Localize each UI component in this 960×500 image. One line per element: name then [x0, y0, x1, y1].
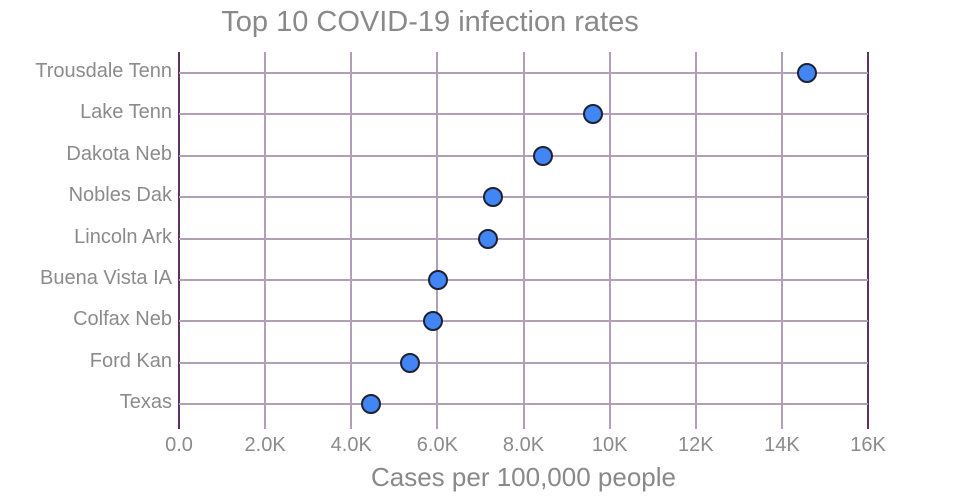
y-gridline	[179, 71, 868, 74]
x-axis-tick-label: 14K	[764, 434, 800, 456]
y-gridline	[179, 237, 868, 240]
data-point[interactable]	[360, 394, 381, 415]
x-gridline	[436, 52, 439, 429]
x-gridline	[350, 52, 353, 429]
x-gridline	[608, 52, 611, 429]
data-point[interactable]	[478, 228, 499, 249]
x-axis-tick-label: 10K	[591, 434, 628, 456]
y-axis-label: Lake Tenn	[80, 101, 172, 124]
data-point[interactable]	[428, 269, 449, 290]
data-point[interactable]	[583, 104, 604, 125]
x-axis-tick-label: 12K	[677, 434, 714, 456]
y-axis-label: Texas	[119, 391, 172, 414]
data-point[interactable]	[400, 352, 421, 373]
x-axis-tick-label: 0.0	[165, 434, 193, 456]
x-gridline	[522, 52, 525, 429]
y-gridline	[179, 196, 868, 199]
y-axis-label: Ford Kan	[89, 349, 172, 372]
y-gridline	[179, 403, 868, 406]
y-axis-line	[178, 52, 180, 429]
x-axis-tick-label: 4.0K	[330, 434, 372, 456]
y-axis-label: Lincoln Ark	[74, 225, 172, 248]
data-point[interactable]	[796, 62, 817, 83]
x-axis-title: Cases per 100,000 people	[370, 462, 676, 492]
y-gridline	[179, 113, 868, 116]
y-axis-label: Colfax Neb	[73, 308, 172, 331]
y-axis-label: Dakota Neb	[66, 142, 172, 165]
x-gridline	[264, 52, 267, 429]
y-gridline	[179, 320, 868, 323]
x-axis-tick-label: 16K	[850, 434, 886, 456]
y-gridline	[179, 361, 868, 364]
y-gridline	[179, 278, 868, 281]
x-gridline	[694, 52, 697, 429]
x-axis-tick-label: 6.0K	[416, 434, 458, 456]
y-axis-label: Nobles Dak	[68, 184, 172, 207]
data-point[interactable]	[483, 187, 504, 208]
data-point[interactable]	[423, 311, 444, 332]
y-axis-line	[867, 52, 869, 429]
x-axis-tick-label: 2.0K	[244, 434, 286, 456]
y-gridline	[179, 154, 868, 157]
chart-title: Top 10 COVID-19 infection rates	[221, 6, 639, 38]
x-axis-tick-label: 8.0K	[502, 434, 545, 456]
y-axis-label: Trousdale Tenn	[35, 59, 172, 82]
x-gridline	[780, 52, 783, 429]
y-axis-label: Buena Vista IA	[40, 266, 172, 289]
data-point[interactable]	[532, 145, 553, 166]
